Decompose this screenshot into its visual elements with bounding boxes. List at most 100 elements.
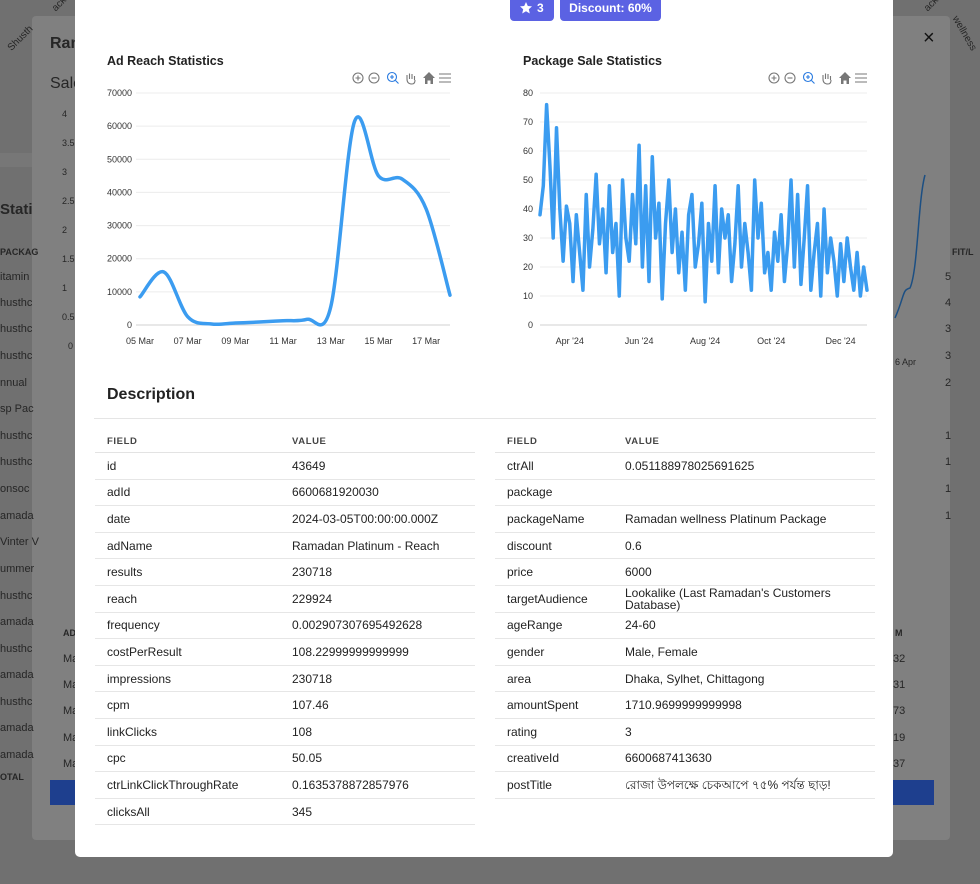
field-value: 345: [280, 798, 475, 826]
field-value: Lookalike (Last Ramadan's Customers Data…: [613, 585, 875, 613]
field-name: clicksAll: [95, 798, 280, 826]
background-line: [894, 174, 926, 319]
background-text: Ma: [63, 653, 79, 665]
column-header: VALUE: [280, 430, 475, 453]
background-text: 1: [945, 456, 952, 468]
y-tick-label: 10000: [107, 287, 132, 297]
field-table: FIELD VALUE id 43649 adId 6600681920030 date 20…: [95, 430, 475, 826]
table-row: ctrLinkClickThroughRate 0.163537887285797…: [95, 771, 475, 799]
field-name: rating: [495, 718, 613, 746]
header-row: FIELD VALUE: [95, 430, 475, 453]
rating-badge: 3: [510, 0, 554, 21]
background-text: 2: [945, 377, 952, 389]
field-name: creativeId: [495, 745, 613, 773]
table-row: clicksAll 345: [95, 798, 475, 826]
table-row: reach 229924: [95, 585, 475, 613]
toolbar: [352, 71, 867, 85]
background-text: sp Pac: [0, 403, 34, 415]
y-tick-label: 50: [523, 175, 533, 185]
background-text: amada: [0, 722, 34, 734]
table-row: date 2024-03-05T00:00:00.000Z: [95, 505, 475, 533]
field-value: 6600687413630: [613, 745, 875, 773]
x-tick-label: 09 Mar: [221, 336, 249, 346]
field-name: package: [495, 479, 613, 507]
background-text: husthc: [0, 297, 33, 309]
background-text: amada: [0, 749, 34, 761]
background-text: 1: [945, 510, 952, 522]
background-text: 3: [945, 323, 952, 335]
table-row: ageRange 24-60: [495, 612, 875, 640]
field-name: ctrLinkClickThroughRate: [95, 771, 280, 799]
table-row: rating 3: [495, 718, 875, 746]
x-tick-label: Apr '24: [556, 336, 584, 346]
table-row: targetAudience Lookalike (Last Ramadan's …: [495, 585, 875, 613]
table-row: id 43649: [95, 452, 475, 480]
background-text: Ma: [63, 679, 79, 691]
background-text: Ma: [63, 732, 79, 744]
field-name: ctrAll: [495, 452, 613, 480]
field-value: 0.051188978025691625: [613, 452, 875, 480]
table-row: adName Ramadan Platinum - Reach: [95, 532, 475, 560]
background-text: PACKAG: [0, 247, 39, 257]
field-value: Ramadan Platinum - Reach: [280, 532, 475, 560]
field-name: reach: [95, 585, 280, 613]
background-text: 1: [945, 483, 952, 495]
field-value: 0.6: [613, 532, 875, 560]
field-value: 108.22999999999999: [280, 638, 475, 666]
y-tick-label: 70: [523, 117, 533, 127]
background-text: amada: [0, 616, 34, 628]
field-name: area: [495, 665, 613, 693]
background-text: 0.5: [62, 312, 75, 322]
field-table: FIELD VALUE ctrAll 0.051188978025691625 pack…: [495, 430, 875, 799]
background-text: onsoc: [0, 483, 30, 495]
background-text: AD: [63, 628, 76, 638]
section-title: Description: [107, 386, 196, 403]
table-row: costPerResult 108.22999999999999: [95, 638, 475, 666]
table-row: creativeId 6600687413630: [495, 745, 875, 773]
table-row: area Dhaka, Sylhet, Chittagong: [495, 665, 875, 693]
field-name: postTitle: [495, 771, 613, 799]
star-icon: [520, 2, 532, 14]
x-tick-label: 05 Mar: [126, 336, 154, 346]
background-text: FIT/L: [952, 247, 974, 257]
background-text: itamin: [0, 271, 30, 283]
field-name: frequency: [95, 612, 280, 640]
field-name: discount: [495, 532, 613, 560]
field-value: 3: [613, 718, 875, 746]
background-text: 1: [62, 283, 68, 293]
background-text: 3: [945, 350, 952, 362]
field-name: price: [495, 558, 613, 586]
background-text: 3.5: [62, 138, 75, 148]
background-text: 1: [945, 430, 952, 442]
y-tick-label: 30: [523, 233, 533, 243]
field-value: রোজা উপলক্ষে চেকআপে ৭৫% পর্যন্ত ছাড়!: [613, 771, 875, 799]
y-tick-label: 80: [523, 88, 533, 98]
field-value: 230718: [280, 665, 475, 693]
background-text: 4: [945, 297, 952, 309]
background-text: ×: [923, 27, 935, 49]
y-tick-label: 20: [523, 262, 533, 272]
y-tick-label: 0: [127, 320, 132, 330]
field-name: id: [95, 452, 280, 480]
column-header: FIELD: [95, 430, 280, 453]
table-row: cpc 50.05: [95, 745, 475, 773]
field-value: 24-60: [613, 612, 875, 640]
field-name: costPerResult: [95, 638, 280, 666]
field-name: amountSpent: [495, 691, 613, 719]
column-header: FIELD: [495, 430, 613, 453]
field-name: gender: [495, 638, 613, 666]
background-text: 5: [945, 271, 952, 283]
table-row: amountSpent 1710.9699999999998: [495, 691, 875, 719]
y-tick-label: 70000: [107, 88, 132, 98]
y-tick-label: 40000: [107, 187, 132, 197]
background-text: husthc: [0, 643, 33, 655]
background-text: 32: [893, 653, 906, 665]
x-tick-label: Jun '24: [625, 336, 654, 346]
background-text: 37: [893, 758, 906, 770]
field-name: ageRange: [495, 612, 613, 640]
background-text: husthc: [0, 430, 33, 442]
field-value: [613, 479, 875, 507]
background-text: Ma: [63, 758, 79, 770]
